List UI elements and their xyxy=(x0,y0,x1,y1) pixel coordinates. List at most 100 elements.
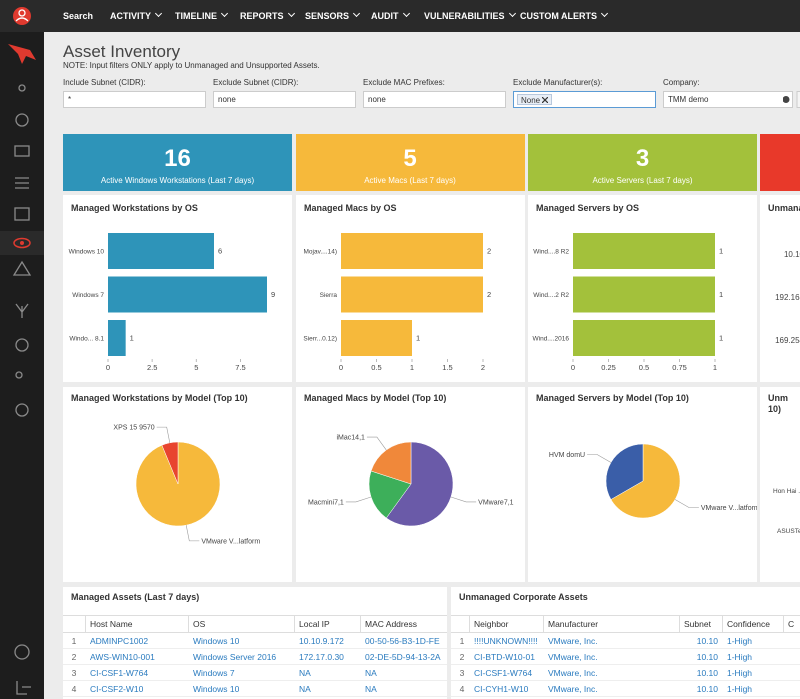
table-cell[interactable]: NA xyxy=(299,684,311,694)
table-cell[interactable]: 10.10 xyxy=(696,668,718,678)
table-row[interactable]: 1 ADMINPC1002 Windows 10 10.10.9.172 00-50-5… xyxy=(63,633,447,649)
bar[interactable] xyxy=(573,320,715,356)
nav-menu[interactable]: CUSTOM ALERTS xyxy=(520,11,607,21)
table-cell[interactable]: 1-High xyxy=(727,636,753,646)
table-cell[interactable]: Windows 7 xyxy=(193,668,235,678)
nav-icon-logout[interactable] xyxy=(16,681,31,695)
pie-slice[interactable] xyxy=(385,441,454,527)
bar[interactable] xyxy=(108,320,126,356)
column-header[interactable]: Local IP xyxy=(299,619,330,629)
pie-slice[interactable] xyxy=(135,441,221,527)
column-header[interactable]: C xyxy=(788,619,795,629)
filter-input[interactable]: None xyxy=(513,91,656,108)
pie-leader xyxy=(587,454,612,463)
pie-slice[interactable] xyxy=(161,441,179,485)
table-cell[interactable]: VMware, Inc. xyxy=(548,668,598,678)
nav-icon-lab[interactable] xyxy=(12,260,32,276)
table-cell[interactable]: CI-CSF1-W764 xyxy=(474,668,533,678)
column-header[interactable]: Manufacturer xyxy=(548,619,599,629)
bar[interactable] xyxy=(341,320,412,356)
table-row[interactable]: 4 CI-CYH1-W10 VMware, Inc. 10.10 1-High xyxy=(451,681,800,697)
table-cell[interactable]: VMware, Inc. xyxy=(548,636,598,646)
table-row[interactable]: 2 CI-BTD-W10-01 VMware, Inc. 10.10 1-High xyxy=(451,649,800,665)
table-cell[interactable]: 172.17.0.30 xyxy=(299,652,344,662)
table-cell[interactable]: CI-CSF1-W764 xyxy=(90,668,149,678)
pie-leader xyxy=(366,436,387,451)
nav-icon-account[interactable] xyxy=(14,644,30,660)
table-cell[interactable]: NA xyxy=(299,668,311,678)
nav-menu[interactable]: AUDIT xyxy=(371,11,409,21)
table-cell[interactable]: 1-High xyxy=(727,668,753,678)
table-cell[interactable]: Windows Server 2016 xyxy=(193,652,277,662)
table-cell[interactable]: CI-BTD-W10-01 xyxy=(474,652,535,662)
table-cell[interactable]: VMware, Inc. xyxy=(548,652,598,662)
nav-icon-dashboard[interactable] xyxy=(14,207,30,221)
table-cell[interactable]: 10.10 xyxy=(696,652,718,662)
nav-search[interactable]: Search xyxy=(63,11,94,21)
bar[interactable] xyxy=(341,276,483,313)
tag-remove[interactable] xyxy=(542,97,549,103)
column-header[interactable]: Neighbor xyxy=(474,619,509,629)
table-row[interactable]: 3 CI-CSF1-W764 Windows 7 NA NA xyxy=(63,665,447,681)
nav-icon-host[interactable] xyxy=(14,145,30,157)
table-cell[interactable]: Windows 10 xyxy=(193,684,240,694)
stat-tile[interactable]: 3 Active Servers (Last 7 days) xyxy=(528,134,757,191)
table-row[interactable]: 4 CI-CSF2-W10 Windows 10 NA NA xyxy=(63,681,447,697)
column-header[interactable]: Host Name xyxy=(90,619,133,629)
table-cell[interactable]: VMware, Inc. xyxy=(548,684,598,694)
nav-menu[interactable]: VULNERABILITIES xyxy=(424,11,515,21)
column-header[interactable]: Subnet xyxy=(684,619,711,629)
table-cell[interactable]: 1-High xyxy=(727,652,753,662)
column-header[interactable]: Confidence xyxy=(727,619,771,629)
nav-icon-users[interactable] xyxy=(15,371,23,379)
nav-icon-config[interactable] xyxy=(15,177,29,189)
clear-icon[interactable] xyxy=(783,96,790,103)
table-cell[interactable]: 1-High xyxy=(727,684,753,694)
filter-input[interactable]: * xyxy=(63,91,206,108)
table-cell[interactable]: 10.10.9.172 xyxy=(299,636,344,646)
stat-tile[interactable]: 16 Active Windows Workstations (Last 7 da… xyxy=(63,134,292,191)
pie-slice[interactable] xyxy=(610,443,681,519)
nav-icon-search[interactable] xyxy=(15,113,29,127)
table-row[interactable]: 3 CI-CSF1-W764 VMware, Inc. 10.10 1-High xyxy=(451,665,800,681)
nav-icon-graph[interactable] xyxy=(15,303,29,318)
filter-input[interactable]: TMM demo xyxy=(663,91,793,108)
bar[interactable] xyxy=(573,276,715,313)
table-cell[interactable]: CI-CSF2-W10 xyxy=(90,684,144,694)
nav-icon-signal[interactable] xyxy=(18,84,26,92)
stat-tile[interactable]: 5 Active Macs (Last 7 days) xyxy=(295,134,525,191)
nav-menu[interactable]: REPORTS xyxy=(240,11,294,21)
table-cell[interactable]: NA xyxy=(365,668,377,678)
table-row[interactable]: 2 AWS-WIN10-001 Windows Server 2016 172.17.… xyxy=(63,649,447,665)
nav-menu[interactable]: SENSORS xyxy=(305,11,359,21)
pie-slice[interactable] xyxy=(605,443,644,500)
nav-icon-support[interactable] xyxy=(15,403,29,417)
bar[interactable] xyxy=(108,233,214,269)
table-cell[interactable]: 10.10 xyxy=(696,636,718,646)
nav-menu[interactable]: TIMELINE xyxy=(175,11,227,21)
filter-input[interactable]: none xyxy=(213,91,356,108)
dropdown-button[interactable] xyxy=(796,91,800,108)
table-cell[interactable]: !!!!UNKNOWN!!!! xyxy=(474,636,538,646)
table-cell[interactable]: 02-DE-5D-94-13-2A xyxy=(365,652,441,662)
table-cell[interactable]: ADMINPC1002 xyxy=(90,636,149,646)
table-row[interactable]: 1 !!!!UNKNOWN!!!! VMware, Inc. 10.10 1-High xyxy=(451,633,800,649)
bar[interactable] xyxy=(573,233,715,269)
nav-icon-eye-active[interactable] xyxy=(13,237,31,249)
table-cell[interactable]: CI-CYH1-W10 xyxy=(474,684,529,694)
table-cell[interactable]: AWS-WIN10-001 xyxy=(90,652,155,662)
bar[interactable] xyxy=(341,233,483,269)
nav-icon-settings[interactable] xyxy=(15,338,29,352)
nav-menu[interactable]: ACTIVITY xyxy=(110,11,161,21)
filter-tag[interactable]: None xyxy=(517,94,553,105)
column-header[interactable]: OS xyxy=(193,619,206,629)
sidebar xyxy=(0,0,44,699)
table-cell[interactable]: 00-50-56-B3-1D-FE xyxy=(365,636,440,646)
filter-input[interactable]: none xyxy=(363,91,506,108)
table-cell[interactable]: 10.10 xyxy=(696,684,718,694)
bar[interactable] xyxy=(108,276,267,313)
table-cell[interactable]: NA xyxy=(365,684,377,694)
x-tick-label: 0 xyxy=(571,363,575,372)
column-header[interactable]: MAC Address xyxy=(365,619,417,629)
table-cell[interactable]: Windows 10 xyxy=(193,636,240,646)
